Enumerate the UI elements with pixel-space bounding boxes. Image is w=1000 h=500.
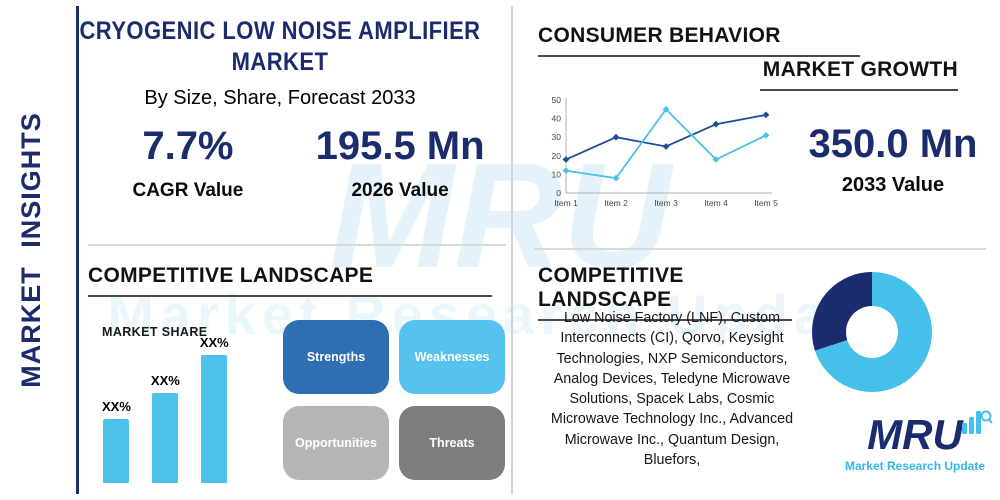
bar-value-label: XX% [199, 335, 229, 350]
company-list: Low Noise Factory (LNF), Custom Intercon… [550, 310, 794, 469]
mru-logo-text: MRU [867, 411, 963, 458]
section-heading-competitive-landscape-right: COMPETITIVE LANDSCAPE [538, 264, 792, 321]
forecast-label: 2033 Value [841, 174, 945, 196]
svg-text:20: 20 [552, 151, 562, 161]
left-horizontal-divider [88, 244, 506, 246]
bar-value-label: XX% [150, 373, 180, 388]
bar-column: XX% [151, 373, 180, 483]
svg-text:50: 50 [552, 95, 562, 105]
svg-text:0: 0 [556, 188, 561, 198]
key-stats-row: 7.7% CAGR Value 195.5 Mn 2026 Value [90, 124, 498, 202]
section-heading-consumer-behavior: CONSUMER BEHAVIOR [538, 24, 860, 57]
base-year-value: 195.5 Mn [315, 124, 485, 168]
svg-text:Item 1: Item 1 [554, 198, 578, 208]
swot-grid: Strengths Weaknesses Opportunities Threats [283, 320, 505, 480]
sidebar-vertical-title: MARKET INSIGHTS [16, 112, 46, 388]
report-title-line1: CRYOGENIC LOW NOISE AMPLIFIER [79, 17, 481, 45]
sidebar-rule [76, 6, 79, 494]
swot-cell-weaknesses: Weaknesses [399, 320, 505, 394]
svg-text:Item 5: Item 5 [754, 198, 778, 208]
base-year-label: 2026 Value [351, 180, 449, 201]
bar-value-label: XX% [102, 399, 131, 414]
base-year-stat: 195.5 Mn 2026 Value [302, 124, 498, 202]
svg-text:Item 4: Item 4 [704, 198, 728, 208]
report-title-line2: MARKET [231, 48, 329, 77]
forecast-value: 350.0 Mn [808, 122, 978, 166]
cagr-label: CAGR Value [132, 180, 244, 201]
svg-text:30: 30 [552, 132, 562, 142]
market-growth-line-chart: 0 10 20 30 40 50 Item 1 Item 2 Item 3 Item 4 Item … [552, 95, 779, 208]
bar-column: XX% [200, 335, 229, 483]
bar [152, 393, 179, 483]
mru-logo-subtext: Market Research Update [844, 459, 986, 473]
market-share-chart-title: MARKET SHARE [102, 325, 208, 339]
section-heading-competitive-landscape-left: COMPETITIVE LANDSCAPE [88, 264, 492, 297]
bar [103, 419, 130, 483]
swot-cell-threats: Threats [399, 406, 505, 480]
market-share-bar-chart: XX% XX% XX% [102, 335, 267, 483]
report-subtitle: By Size, Share, Forecast 2033 [144, 86, 416, 109]
bar [201, 355, 228, 483]
swot-cell-strengths: Strengths [283, 320, 389, 394]
cagr-value: 7.7% [142, 124, 234, 168]
svg-text:10: 10 [552, 169, 562, 179]
donut-chart [812, 272, 932, 392]
mru-logo-row: MRU [867, 410, 993, 458]
forecast-stat: 350.0 Mn 2033 Value [793, 122, 993, 197]
section-heading-market-growth: MARKET GROWTH [760, 58, 958, 91]
svg-text:Item 3: Item 3 [654, 198, 678, 208]
svg-text:40: 40 [552, 114, 562, 124]
svg-text:Item 2: Item 2 [604, 198, 628, 208]
center-vertical-divider [511, 6, 513, 494]
mru-logo: MRU Market Research Update [836, 410, 994, 473]
bar-column: XX% [102, 399, 131, 483]
cagr-stat: 7.7% CAGR Value [90, 124, 286, 202]
report-title-block: CRYOGENIC LOW NOISE AMPLIFIER MARKET By … [50, 16, 510, 110]
logo-bars-magnifier-icon [961, 410, 993, 434]
right-horizontal-divider [534, 248, 986, 250]
swot-cell-opportunities: Opportunities [283, 406, 389, 480]
